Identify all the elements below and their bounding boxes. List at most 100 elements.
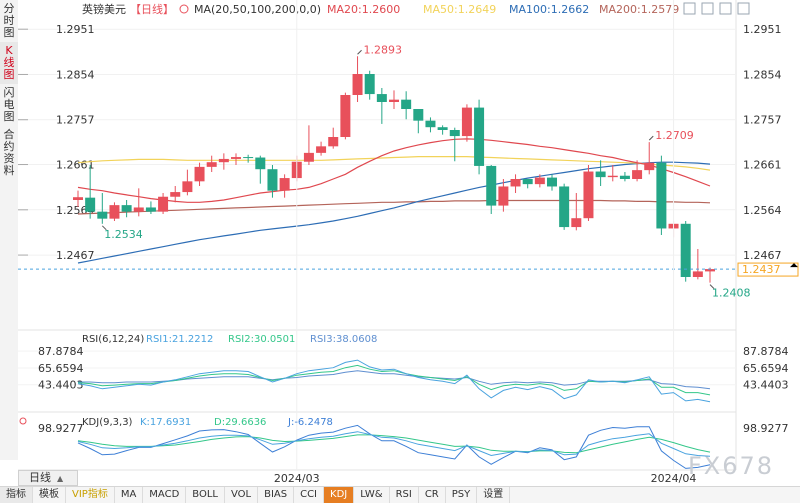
candle-body xyxy=(534,177,545,185)
ma20-value: MA20:1.2600 xyxy=(327,3,400,16)
candle-body xyxy=(461,107,472,137)
left-tabs: 分时图 K线图闪电图合约资料 xyxy=(0,0,19,460)
candle-body xyxy=(243,157,254,159)
toolbar-item-5[interactable]: BOLL xyxy=(186,487,225,503)
toolbar-item-8[interactable]: CCI xyxy=(294,487,325,503)
candle-body xyxy=(547,177,557,187)
annotation-label: 1.2709 xyxy=(655,129,694,142)
rsi-label: RSI(6,12,24) xyxy=(82,334,144,345)
period-selector[interactable]: 日线 ▲ xyxy=(18,470,78,486)
annotation-pointer xyxy=(357,49,362,55)
ma100-value: MA100:1.2662 xyxy=(509,3,589,16)
rsi1-line xyxy=(77,359,711,403)
candle-body xyxy=(158,196,169,212)
candle-body xyxy=(194,166,205,182)
candle-body xyxy=(644,162,655,171)
toolbar-item-2[interactable]: VIP指标 xyxy=(66,487,115,503)
toolbar-item-14[interactable]: 设置 xyxy=(477,487,511,503)
candle-body xyxy=(231,157,241,159)
candle-body xyxy=(279,178,290,191)
candle-body xyxy=(595,171,606,178)
ma50-line xyxy=(77,156,711,171)
rsi-tick-right: 43.4403 xyxy=(743,379,789,392)
y-tick-right: 1.2564 xyxy=(743,204,782,217)
kdj-k-line xyxy=(77,431,711,457)
watermark: FX678 xyxy=(688,452,775,480)
rsi-tick-left: 87.8784 xyxy=(38,345,84,358)
y-tick-left: 1.2661 xyxy=(56,159,95,172)
annotation-label: 1.2408 xyxy=(712,287,751,300)
candle-body xyxy=(206,162,217,167)
candle-body xyxy=(474,107,485,166)
candle-body xyxy=(449,130,460,137)
chart-area: 1.2951 1.2951 1.2854 1.2854 1.2757 1.2757 1.26… xyxy=(18,0,800,486)
left-tab-2[interactable]: 闪电图 xyxy=(3,86,15,123)
toolbar-item-11[interactable]: RSI xyxy=(390,487,419,503)
chart-background xyxy=(18,0,800,486)
annotation-label: 1.2893 xyxy=(364,43,403,56)
rsi-tick-left: 65.6594 xyxy=(38,362,84,375)
rsi-tick-left: 43.4403 xyxy=(38,379,84,392)
rsi3-value: RSI3:38.0608 xyxy=(310,334,377,345)
rsi1-value: RSI1:21.2212 xyxy=(146,334,213,345)
triangle-up-icon: ▲ xyxy=(57,474,64,483)
ma200-value: MA200:1.2579 xyxy=(599,3,679,16)
annotation-label: 1.2534 xyxy=(104,228,143,241)
left-tab-0[interactable]: 分时图 xyxy=(3,2,15,39)
candle-body xyxy=(401,99,412,109)
kdj-label: KDJ(9,3,3) xyxy=(82,417,133,428)
candle-body xyxy=(376,94,387,102)
toolbar-item-3[interactable]: MA xyxy=(115,487,144,503)
last-price-label: 1.2437 xyxy=(742,263,781,276)
candle-body xyxy=(571,218,582,228)
window-control-icon xyxy=(683,2,696,15)
candle-body xyxy=(340,95,351,137)
kdj-tick-left: 98.9277 xyxy=(38,422,84,435)
candle-body xyxy=(133,207,144,212)
candle-body xyxy=(498,186,509,206)
toolbar-item-6[interactable]: VOL xyxy=(225,487,259,503)
left-tab-3[interactable]: 合约资料 xyxy=(3,128,15,177)
candle-body xyxy=(389,99,399,102)
candle-body xyxy=(352,74,363,95)
ma-params-label: MA(20,50,100,200,0,0) xyxy=(194,3,321,16)
candle-body xyxy=(170,192,181,197)
ma100-line xyxy=(77,161,711,264)
toolbar-item-7[interactable]: BIAS xyxy=(258,487,295,503)
rsi2-value: RSI2:30.0501 xyxy=(228,334,295,345)
toolbar-item-13[interactable]: PSY xyxy=(446,487,478,503)
candle-body xyxy=(692,271,703,277)
toolbar-item-0[interactable]: 指标 xyxy=(0,487,33,503)
candle-body xyxy=(97,211,108,219)
y-tick-right: 1.2854 xyxy=(743,68,782,81)
rsi-tick-right: 65.6594 xyxy=(743,362,789,375)
window-control-icon xyxy=(719,2,732,15)
ma50-value: MA50:1.2649 xyxy=(423,3,496,16)
candle-body xyxy=(583,171,594,219)
toolbar-item-9[interactable]: KDJ xyxy=(324,487,355,503)
kdj-k-value: K:17.6931 xyxy=(140,417,191,428)
candle-body xyxy=(559,186,570,228)
candle-body xyxy=(437,127,448,130)
price-marker-icon xyxy=(790,263,798,268)
candle-body xyxy=(303,152,314,162)
toolbar-item-4[interactable]: MACD xyxy=(143,487,187,503)
toolbar-item-1[interactable]: 模板 xyxy=(33,487,66,503)
candle-body xyxy=(486,165,497,206)
y-tick-right: 1.2467 xyxy=(743,249,782,262)
candle-body xyxy=(255,157,266,170)
toolbar-item-12[interactable]: CR xyxy=(419,487,446,503)
left-tab-1[interactable]: K线图 xyxy=(0,42,18,84)
candle-body xyxy=(425,120,436,128)
candle-body xyxy=(619,175,630,179)
candle-body xyxy=(267,169,278,191)
window-control-icon xyxy=(701,2,714,15)
toolbar-item-10[interactable]: LW& xyxy=(354,487,390,503)
kdj-j-line xyxy=(77,424,711,469)
candle-body xyxy=(218,158,229,163)
candle-body xyxy=(109,205,120,219)
candle-body xyxy=(705,269,715,272)
kdj-d-line xyxy=(77,434,711,454)
ma200-line xyxy=(77,199,711,215)
candle-body xyxy=(632,170,643,179)
